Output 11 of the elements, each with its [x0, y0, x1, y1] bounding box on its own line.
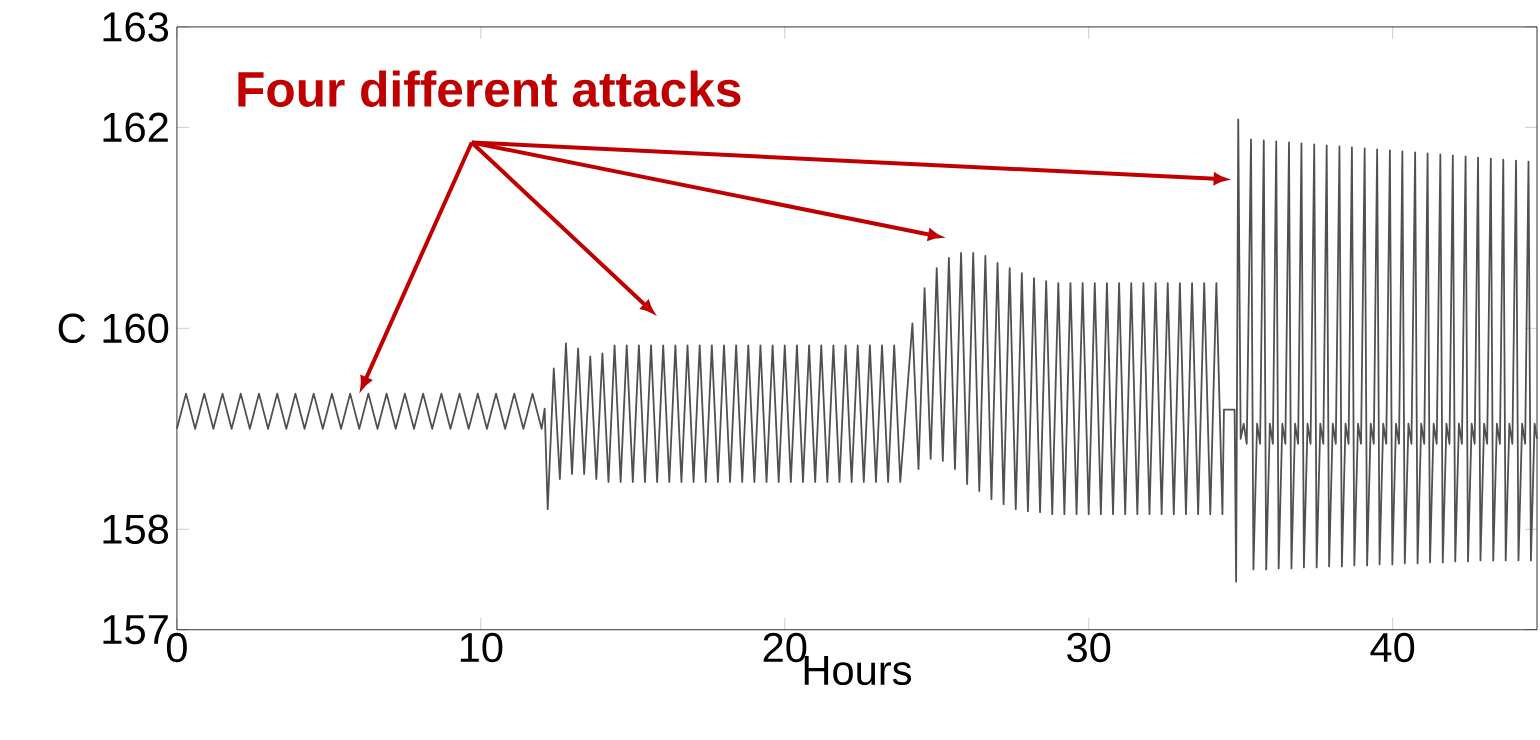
y-tick-label: 158: [103, 514, 169, 544]
x-tick-label: 40: [1370, 632, 1415, 663]
annotation: Four different attacks: [238, 70, 741, 107]
x-tick-label: 10: [460, 632, 503, 663]
x-tick-label: 30: [1067, 632, 1111, 663]
y-axis-title: C: [58, 313, 86, 343]
y-tick-label: 163: [103, 12, 169, 42]
y-tick-label: 160: [103, 313, 169, 343]
y-tick-label: 162: [103, 112, 168, 142]
y-tick-label: 157: [103, 615, 168, 645]
x-tick-label: 0: [166, 632, 187, 663]
